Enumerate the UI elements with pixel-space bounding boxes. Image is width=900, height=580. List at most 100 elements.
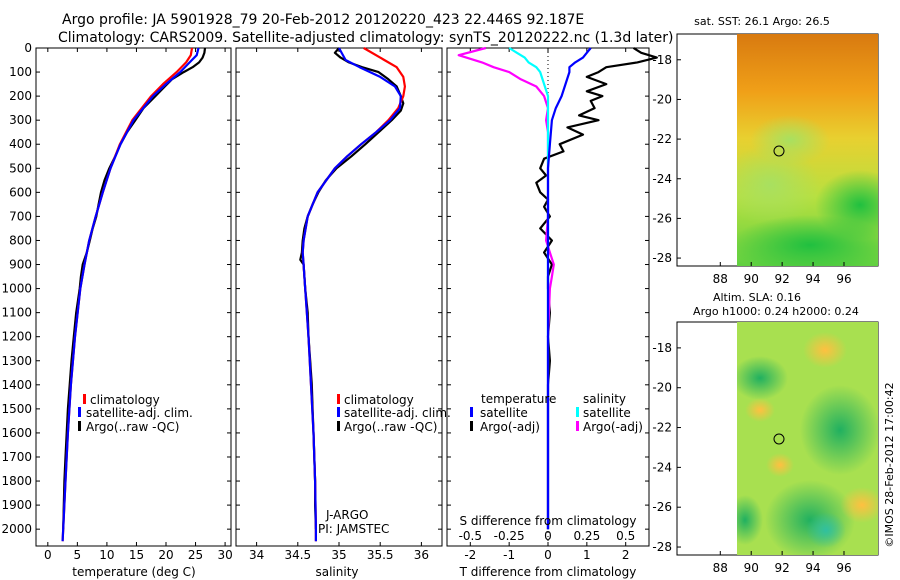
x-tick-label: 35.5	[367, 548, 394, 562]
lon-tick-label: 90	[744, 561, 759, 575]
sst-map-title: sat. SST: 26.1 Argo: 26.5	[694, 15, 830, 28]
legend-salinity-heading: salinity	[583, 392, 626, 406]
legend-sal-satellite-swatch	[576, 407, 579, 417]
y-tick-label: 1700	[1, 450, 32, 464]
legend-climatology-swatch	[337, 394, 340, 404]
legend-argo-label: Argo(..raw -QC)	[86, 420, 179, 434]
x-tick-label: -1	[503, 548, 515, 562]
temperature-panel: 0100200300400500600700800900100011001200…	[1, 41, 232, 579]
x-tick-label: 34.5	[284, 548, 311, 562]
sla-map-title2: Argo h1000: 0.24 h2000: 0.24	[693, 305, 859, 318]
x-tick-label: 1	[583, 548, 591, 562]
legend-satellite-swatch	[78, 407, 81, 417]
temperature-axes-frame	[35, 47, 232, 547]
program-annotation: J-ARGO	[325, 508, 368, 522]
y-tick-label: 1600	[1, 426, 32, 440]
salinity-series	[299, 47, 406, 542]
lat-tick-label: -24	[652, 460, 672, 474]
lat-tick-label: -28	[652, 540, 672, 554]
temperature-ticks: 0100200300400500600700800900100011001200…	[1, 41, 232, 562]
figure-subtitle: Climatology: CARS2009. Satellite-adjuste…	[58, 30, 673, 46]
difference-legend: temperature salinity satellite Argo(-adj…	[470, 392, 643, 434]
legend-climatology-label: climatology	[344, 393, 414, 407]
lat-tick-label: -26	[652, 211, 672, 225]
difference-x2label: S difference from climatology	[460, 514, 637, 528]
x2-tick-label: 0.25	[573, 529, 600, 543]
series-line-climatology	[61, 47, 194, 542]
legend-temp-satellite-swatch	[470, 407, 473, 417]
lat-tick-label: -22	[652, 421, 672, 435]
temperature-legend: climatology satellite-adj. clim. Argo(..…	[78, 393, 193, 434]
sla-map-field	[737, 322, 878, 555]
x-tick-label: 25	[188, 548, 203, 562]
sla-map-panel: Altim. SLA: 0.16 Argo h1000: 0.24 h2000:…	[652, 291, 879, 575]
y-tick-label: 800	[9, 233, 32, 247]
y-tick-label: 2000	[1, 522, 32, 536]
lon-tick-label: 92	[774, 272, 789, 286]
series-line-salinity-satellite	[508, 47, 550, 530]
legend-argo-swatch	[78, 421, 81, 431]
y-tick-label: 900	[9, 258, 32, 272]
y-tick-label: 400	[9, 137, 32, 151]
legend-argo-swatch	[337, 421, 340, 431]
y-tick-label: 1800	[1, 474, 32, 488]
x-tick-label: 35	[331, 548, 346, 562]
y-tick-label: 1400	[1, 378, 32, 392]
y-tick-label: 700	[9, 209, 32, 223]
legend-argo-label: Argo(..raw -QC)	[344, 420, 437, 434]
x2-tick-label: 0.5	[616, 529, 635, 543]
legend-climatology-label: climatology	[90, 393, 160, 407]
lat-tick-label: -22	[652, 132, 672, 146]
difference-xlabel: T difference from climatology	[459, 565, 637, 579]
legend-satellite-label: satellite-adj. clim.	[86, 406, 193, 420]
legend-temp-argo-swatch	[470, 421, 473, 431]
y-tick-label: 300	[9, 113, 32, 127]
y-tick-label: 1900	[1, 498, 32, 512]
y-tick-label: 1200	[1, 330, 32, 344]
y-tick-label: 1300	[1, 354, 32, 368]
x-tick-label: 10	[99, 548, 114, 562]
lon-tick-label: 94	[805, 561, 820, 575]
lat-tick-label: -18	[652, 341, 672, 355]
lat-tick-label: -18	[652, 53, 672, 67]
legend-sal-satellite-label: satellite	[583, 406, 631, 420]
lon-tick-label: 90	[744, 272, 759, 286]
salinity-panel: 34 34.5 35 35.5 36 salinity climatology sate…	[235, 47, 451, 579]
x2-tick-label: -0.5	[459, 529, 482, 543]
series-line-satellite-adj-clim-	[61, 47, 200, 542]
sst-map-field	[737, 34, 878, 266]
y-tick-label: 1000	[1, 282, 32, 296]
x-tick-label: 0	[544, 548, 552, 562]
salinity-legend: climatology satellite-adj. clim. Argo(..…	[337, 393, 451, 434]
lon-tick-label: 96	[836, 272, 851, 286]
y-tick-label: 0	[24, 41, 32, 55]
temperature-series	[61, 47, 207, 542]
legend-temperature-heading: temperature	[481, 392, 556, 406]
y-tick-label: 500	[9, 161, 32, 175]
legend-climatology-swatch	[83, 394, 86, 404]
lat-tick-label: -26	[652, 500, 672, 514]
pi-annotation: PI: JAMSTEC	[318, 522, 389, 536]
sst-map-ticks: 88 90 92 94 96 -18 -20 -22 -24 -26 -28	[652, 53, 851, 286]
lat-tick-label: -20	[652, 381, 672, 395]
temperature-xlabel: temperature (deg C)	[72, 565, 195, 579]
legend-temp-argo-label: Argo(-adj)	[480, 420, 540, 434]
x-tick-label: -2	[464, 548, 476, 562]
lat-tick-label: -24	[652, 172, 672, 186]
legend-sal-argo-label: Argo(-adj)	[583, 420, 643, 434]
lat-tick-label: -28	[652, 251, 672, 265]
y-tick-label: 600	[9, 185, 32, 199]
sla-map-title1: Altim. SLA: 0.16	[713, 291, 801, 304]
x-tick-label: 2	[622, 548, 630, 562]
sst-map-panel: sat. SST: 26.1 Argo: 26.5 88 90 92 94 96 -18 -…	[652, 15, 879, 286]
salinity-axes-frame	[235, 47, 443, 547]
lat-tick-label: -20	[652, 92, 672, 106]
x2-tick-label: -0.25	[494, 529, 525, 543]
series-line-temperature-satellite	[546, 47, 592, 530]
sla-float-marker	[773, 433, 785, 445]
y-tick-label: 1500	[1, 402, 32, 416]
legend-temp-satellite-label: satellite	[480, 406, 528, 420]
sla-map-ticks: 88 90 92 94 96 -18 -20 -22 -24 -26 -28	[652, 341, 851, 575]
